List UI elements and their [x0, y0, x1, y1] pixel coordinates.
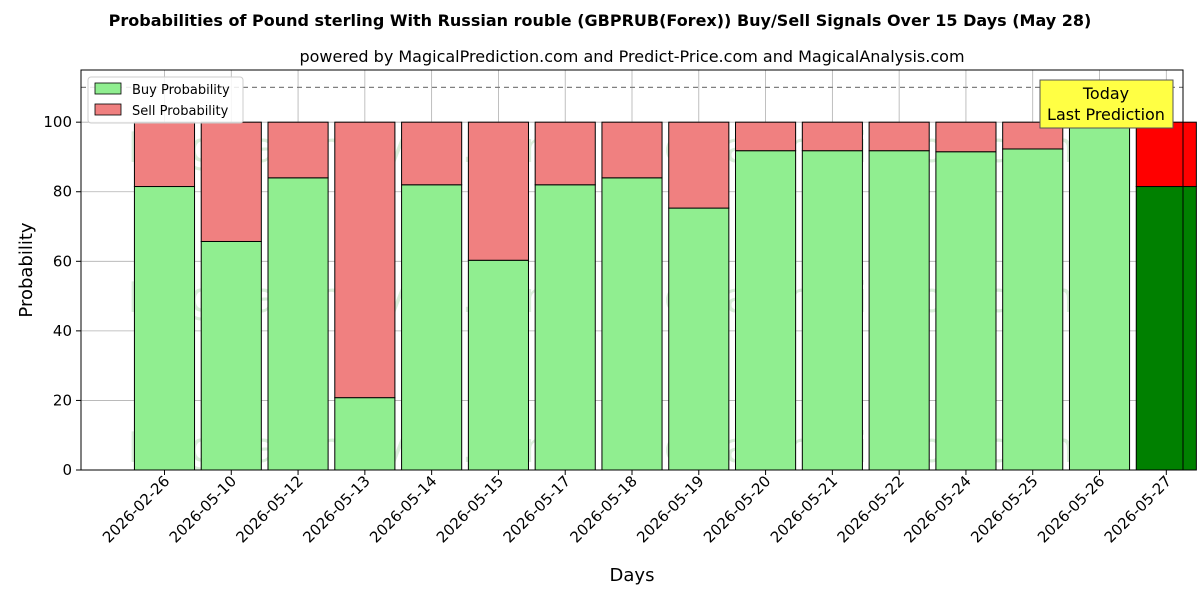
x-tick-label: 2026-05-12: [233, 472, 307, 546]
x-tick-label: 2026-05-17: [500, 472, 574, 546]
sell-bar: [668, 121, 730, 209]
chart-title: Probabilities of Pound sterling With Rus…: [109, 11, 1092, 30]
x-tick-label: 2026-05-14: [366, 472, 440, 546]
y-axis: 0 20 40 60 80 100: [43, 113, 81, 479]
buy-bar: [267, 177, 329, 471]
legend-label-buy: Buy Probability: [132, 83, 230, 98]
x-tick-label: 2026-05-21: [767, 472, 841, 546]
sell-bar: [200, 121, 262, 242]
sell-bar: [334, 121, 396, 399]
buy-bar: [200, 240, 262, 471]
buy-bar: [935, 151, 997, 471]
legend-swatch-sell: [94, 103, 122, 116]
x-tick-label: 2026-05-22: [834, 472, 908, 546]
x-tick-label: 2026-05-15: [433, 472, 507, 546]
x-tick-label: 2026-05-18: [566, 472, 640, 546]
y-tick-label: 0: [62, 461, 72, 479]
x-tick-label: 2026-05-13: [299, 472, 373, 546]
sell-bar: [467, 121, 529, 261]
x-tick-label: 2026-05-10: [166, 472, 240, 546]
sell-bar: [935, 121, 997, 153]
x-tick-label: 2026-05-26: [1034, 472, 1108, 546]
buy-bar: [1068, 121, 1131, 471]
sell-bar: [801, 121, 863, 152]
buy-bar: [133, 186, 196, 471]
x-axis-label: Days: [610, 565, 655, 586]
buy-bar: [868, 150, 930, 471]
buy-bar: [1002, 148, 1064, 471]
buy-bar: [801, 150, 863, 471]
sell-bar: [267, 121, 329, 179]
buy-bar: [534, 184, 596, 471]
x-tick-label: 2026-05-19: [633, 472, 707, 546]
sell-bar: [401, 121, 463, 186]
sell-bar: [1135, 121, 1197, 188]
x-tick-label: 2026-05-24: [900, 472, 974, 546]
today-annotation: Today Last Prediction: [1039, 79, 1174, 129]
buy-bar: [668, 207, 730, 471]
sell-bar: [601, 121, 663, 179]
y-axis-label: Probability: [16, 222, 37, 317]
y-tick-label: 100: [43, 113, 72, 131]
legend: Buy Probability Sell Probability: [87, 76, 244, 124]
x-tick-label: 2026-02-26: [99, 472, 173, 546]
chart-subtitle: powered by MagicalPrediction.com and Pre…: [299, 47, 964, 66]
legend-label-sell: Sell Probability: [132, 104, 229, 119]
buy-bar: [334, 397, 396, 471]
x-tick-label: 2026-05-25: [967, 472, 1041, 546]
buy-bar: [401, 184, 463, 471]
buy-bar: [467, 259, 529, 471]
y-tick-label: 20: [53, 391, 72, 409]
y-tick-label: 80: [53, 183, 72, 201]
y-tick-label: 40: [53, 322, 72, 340]
buy-bar: [735, 150, 797, 471]
bars: [133, 121, 1197, 471]
today-annotation-box: [1039, 79, 1174, 129]
sell-bar: [133, 121, 196, 188]
today-annotation-line-1: Today: [1082, 84, 1129, 103]
x-axis: 2026-02-262026-05-102026-05-122026-05-13…: [99, 470, 1175, 546]
y-tick-label: 60: [53, 252, 72, 270]
sell-bar: [868, 121, 930, 152]
today-annotation-line-2: Last Prediction: [1047, 105, 1165, 124]
x-tick-label: 2026-05-27: [1101, 472, 1175, 546]
legend-box: [87, 76, 244, 124]
buy-bar: [601, 177, 663, 471]
x-tick-label: 2026-05-20: [700, 472, 774, 546]
sell-bar: [735, 121, 797, 152]
legend-swatch-buy: [94, 82, 122, 95]
buy-bar: [1135, 186, 1197, 471]
sell-bar: [534, 121, 596, 186]
